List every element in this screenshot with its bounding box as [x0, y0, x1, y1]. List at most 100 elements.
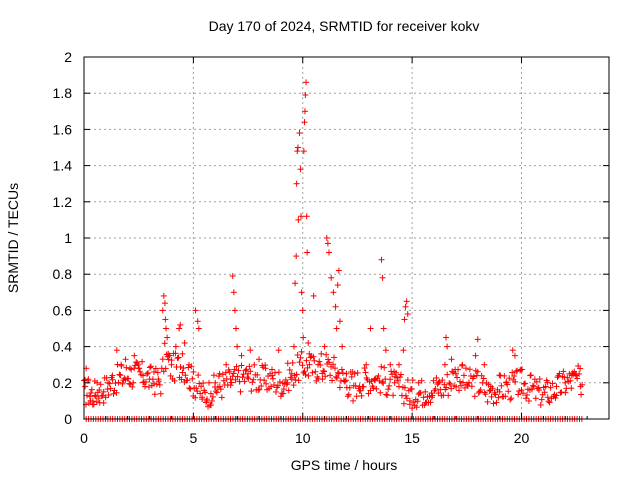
data-point	[406, 397, 413, 404]
data-point	[546, 399, 553, 406]
data-point	[241, 378, 248, 385]
data-point	[422, 388, 429, 395]
data-point	[330, 289, 337, 296]
data-point	[162, 365, 169, 372]
data-point	[403, 395, 410, 402]
y-tick-label: 0.6	[53, 302, 73, 318]
data-point	[536, 387, 542, 394]
data-point	[298, 213, 304, 220]
x-tick-label: 20	[514, 430, 530, 446]
data-point	[151, 368, 157, 375]
data-point	[94, 379, 101, 386]
data-point	[161, 300, 168, 307]
data-point	[490, 400, 497, 407]
data-point	[470, 373, 477, 380]
data-point	[213, 389, 220, 396]
y-tick-label: 2	[64, 49, 72, 65]
data-point	[309, 369, 316, 376]
data-point	[568, 385, 575, 392]
data-point	[379, 378, 386, 385]
data-point	[376, 377, 383, 384]
data-point	[146, 376, 153, 383]
data-point	[230, 370, 237, 377]
data-point	[447, 381, 454, 388]
data-point	[302, 92, 309, 99]
data-point	[480, 375, 487, 382]
data-point	[533, 378, 540, 385]
data-point	[105, 392, 112, 399]
data-point	[135, 361, 142, 368]
data-point	[508, 395, 515, 402]
data-point	[217, 386, 224, 393]
data-point	[86, 393, 93, 400]
data-point	[503, 379, 510, 386]
data-point	[243, 366, 250, 373]
data-point	[91, 392, 98, 399]
data-point	[498, 382, 505, 389]
data-point	[294, 148, 301, 155]
data-point	[495, 394, 502, 401]
data-point	[578, 391, 585, 398]
data-point	[378, 363, 385, 370]
data-point	[303, 357, 310, 364]
data-point	[342, 377, 349, 384]
data-point	[521, 381, 528, 388]
data-point	[192, 307, 199, 314]
data-point	[574, 375, 581, 382]
data-point	[522, 395, 529, 402]
data-point	[379, 274, 386, 281]
data-point	[553, 392, 560, 399]
data-point	[299, 362, 306, 369]
data-point	[93, 398, 100, 405]
data-point	[323, 351, 330, 358]
data-point	[303, 79, 310, 86]
data-point	[123, 364, 130, 371]
data-point	[562, 379, 569, 386]
data-point	[137, 368, 144, 375]
data-point	[135, 365, 142, 372]
data-point	[162, 316, 169, 323]
data-point	[237, 388, 244, 395]
data-point	[348, 373, 355, 380]
data-point	[195, 372, 202, 379]
data-point	[159, 307, 166, 314]
data-point	[153, 381, 160, 388]
data-point	[155, 376, 162, 383]
data-point	[174, 355, 181, 362]
data-point	[176, 325, 183, 332]
data-point	[177, 321, 184, 328]
data-point	[180, 365, 187, 372]
data-point	[296, 359, 303, 366]
data-point	[242, 367, 249, 374]
data-point	[474, 336, 481, 343]
data-point	[367, 325, 374, 332]
y-tick-label: 1.2	[53, 194, 73, 210]
data-point	[562, 389, 569, 396]
data-point	[227, 376, 234, 383]
data-point	[409, 405, 416, 412]
data-point	[324, 240, 331, 247]
data-point	[115, 379, 122, 386]
data-point	[109, 372, 116, 379]
data-point	[203, 397, 210, 404]
data-point	[165, 356, 172, 363]
data-point	[106, 380, 113, 387]
data-point	[537, 401, 544, 408]
data-point	[560, 368, 567, 375]
data-point	[556, 370, 563, 377]
data-point	[380, 325, 387, 332]
data-point	[496, 388, 503, 395]
data-point	[190, 368, 197, 375]
data-point	[321, 368, 328, 375]
data-point	[511, 372, 518, 379]
data-point	[401, 384, 408, 391]
data-point	[113, 389, 120, 396]
data-point	[229, 273, 236, 280]
data-point	[527, 372, 534, 379]
data-point	[186, 361, 192, 368]
data-point	[320, 367, 327, 374]
data-point	[245, 370, 252, 377]
data-point	[445, 392, 452, 399]
data-point	[83, 392, 90, 399]
data-point	[322, 373, 329, 380]
